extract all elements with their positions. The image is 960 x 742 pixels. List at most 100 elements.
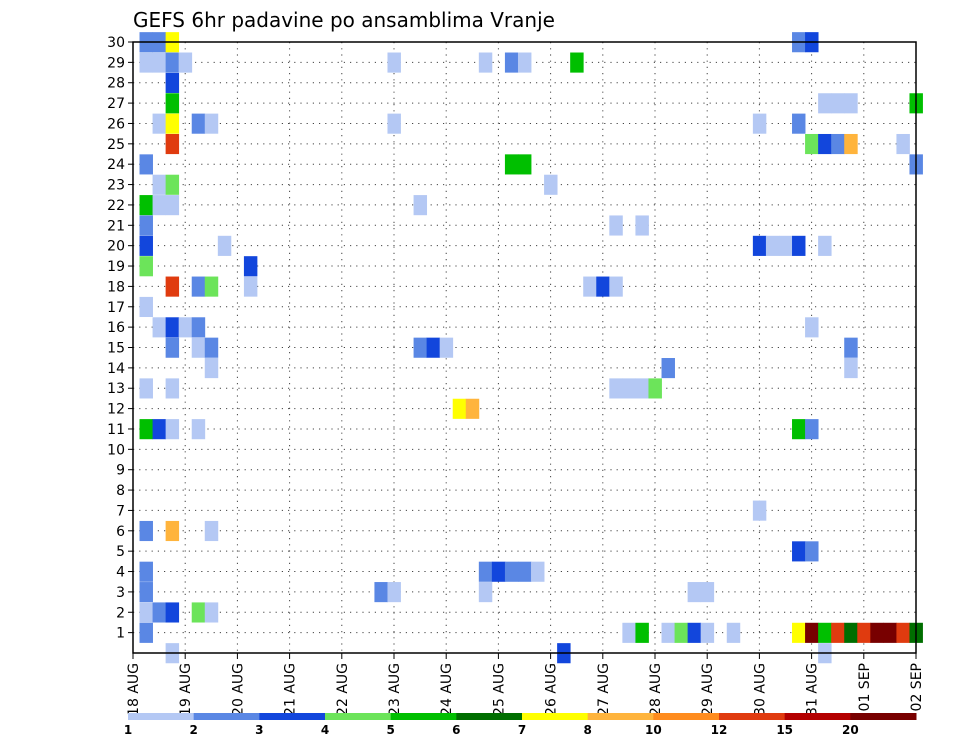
heatmap-cell (139, 256, 153, 277)
heatmap-cell (152, 113, 167, 134)
heatmap-cell (805, 317, 819, 338)
heatmap-cell (139, 378, 153, 399)
heatmap-cell (478, 582, 493, 603)
y-tick-label: 6 (116, 524, 125, 540)
heatmap-cell (204, 276, 219, 297)
y-tick-label: 12 (107, 402, 125, 418)
y-tick-label: 23 (107, 178, 125, 194)
heatmap-cell (752, 113, 767, 134)
x-tick-label: 29 AUG (700, 663, 716, 716)
heatmap-cell (805, 622, 819, 643)
heatmap-cell (243, 256, 258, 277)
x-tick-label: 25 AUG (491, 663, 507, 716)
y-tick-label: 9 (116, 463, 125, 479)
heatmap-cell (648, 378, 662, 399)
heatmap-cell (191, 602, 206, 623)
heatmap-cell (439, 337, 454, 358)
color-legend: 1 2 3 4 5 6 7 8 10 12 15 20 (124, 713, 917, 737)
y-tick-label: 17 (107, 300, 125, 316)
heatmap-cell (387, 582, 401, 603)
y-tick-label: 20 (107, 239, 125, 255)
y-tick-label: 29 (107, 55, 125, 71)
x-tick-label: 30 AUG (752, 663, 768, 716)
heatmap-cell (831, 622, 845, 643)
x-tick-label: 26 AUG (544, 663, 560, 716)
heatmap-cell (504, 154, 519, 175)
heatmap-cell (165, 602, 180, 623)
heatmap-cell (635, 378, 649, 399)
heatmap-cell (818, 235, 832, 256)
x-tick-label: 22 AUG (335, 663, 351, 716)
y-tick-label: 28 (107, 76, 125, 92)
y-tick-label: 25 (107, 137, 125, 153)
heatmap-cell (896, 133, 910, 155)
legend-label: 12 (711, 723, 728, 737)
y-tick-label: 8 (116, 483, 125, 499)
legend-label: 7 (518, 723, 526, 737)
heatmap-cell (387, 113, 401, 134)
heatmap-cell (857, 622, 871, 643)
heatmap-cell (661, 358, 675, 379)
y-tick-label: 26 (107, 116, 125, 132)
legend-swatch (325, 713, 392, 720)
heatmap-cell (426, 337, 441, 358)
y-tick-label: 1 (116, 626, 125, 642)
heatmap-cell (517, 154, 532, 175)
heatmap-cell (792, 235, 806, 256)
heatmap-cell (217, 235, 232, 256)
heatmap-cell (544, 174, 558, 195)
legend-swatch (193, 713, 260, 720)
heatmap-cell (165, 195, 180, 216)
heatmap-cell (139, 561, 153, 582)
legend-swatch (719, 713, 786, 720)
heatmap-cell (765, 235, 780, 256)
legend-swatch (128, 713, 195, 720)
heatmap-cell (139, 602, 153, 623)
legend-swatch (850, 713, 917, 720)
legend-label: 4 (321, 723, 329, 737)
y-tick-label: 22 (107, 198, 125, 214)
legend-label: 20 (842, 723, 859, 737)
heatmap-cell (165, 174, 180, 195)
heatmap-cell (870, 622, 884, 643)
legend-label: 1 (124, 723, 132, 737)
heatmap-cell (844, 133, 858, 155)
heatmap-cell (805, 541, 819, 562)
heatmap-cell (491, 561, 506, 582)
heatmap-cell (204, 113, 219, 134)
heatmap-cell (374, 582, 388, 603)
heatmap-cell (517, 561, 532, 582)
legend-swatch (653, 713, 720, 720)
heatmap-cell (583, 276, 597, 297)
y-tick-label: 13 (107, 381, 125, 397)
heatmap-cell (844, 358, 858, 379)
legend-swatch (390, 713, 457, 720)
heatmap-cells (139, 32, 923, 664)
heatmap-cell (191, 419, 206, 440)
y-tick-label: 27 (107, 96, 125, 112)
heatmap-cell (139, 582, 153, 603)
heatmap-cell (191, 276, 206, 297)
x-tick-label: 19 AUG (178, 663, 194, 716)
heatmap-cell (896, 622, 910, 643)
heatmap-cell (818, 133, 832, 155)
heatmap-cell (687, 622, 702, 643)
y-tick-label: 18 (107, 279, 125, 295)
heatmap-cell (204, 358, 219, 379)
y-axis: 1234567891011121314151617181920212223242… (107, 35, 133, 642)
heatmap-cell (191, 113, 206, 134)
heatmap-cell (805, 419, 819, 440)
heatmap-cell (152, 174, 167, 195)
heatmap-cell (152, 195, 167, 216)
x-tick-label: 02 SEP (909, 663, 925, 711)
x-tick-label: 20 AUG (230, 663, 246, 716)
y-tick-label: 10 (107, 442, 125, 458)
legend-swatch (456, 713, 523, 720)
heatmap-cell (165, 52, 180, 73)
heatmap-cell (504, 561, 519, 582)
legend-swatch (522, 713, 589, 720)
heatmap-cell (752, 235, 767, 256)
heatmap-cell (844, 622, 858, 643)
heatmap-cell (452, 398, 467, 419)
